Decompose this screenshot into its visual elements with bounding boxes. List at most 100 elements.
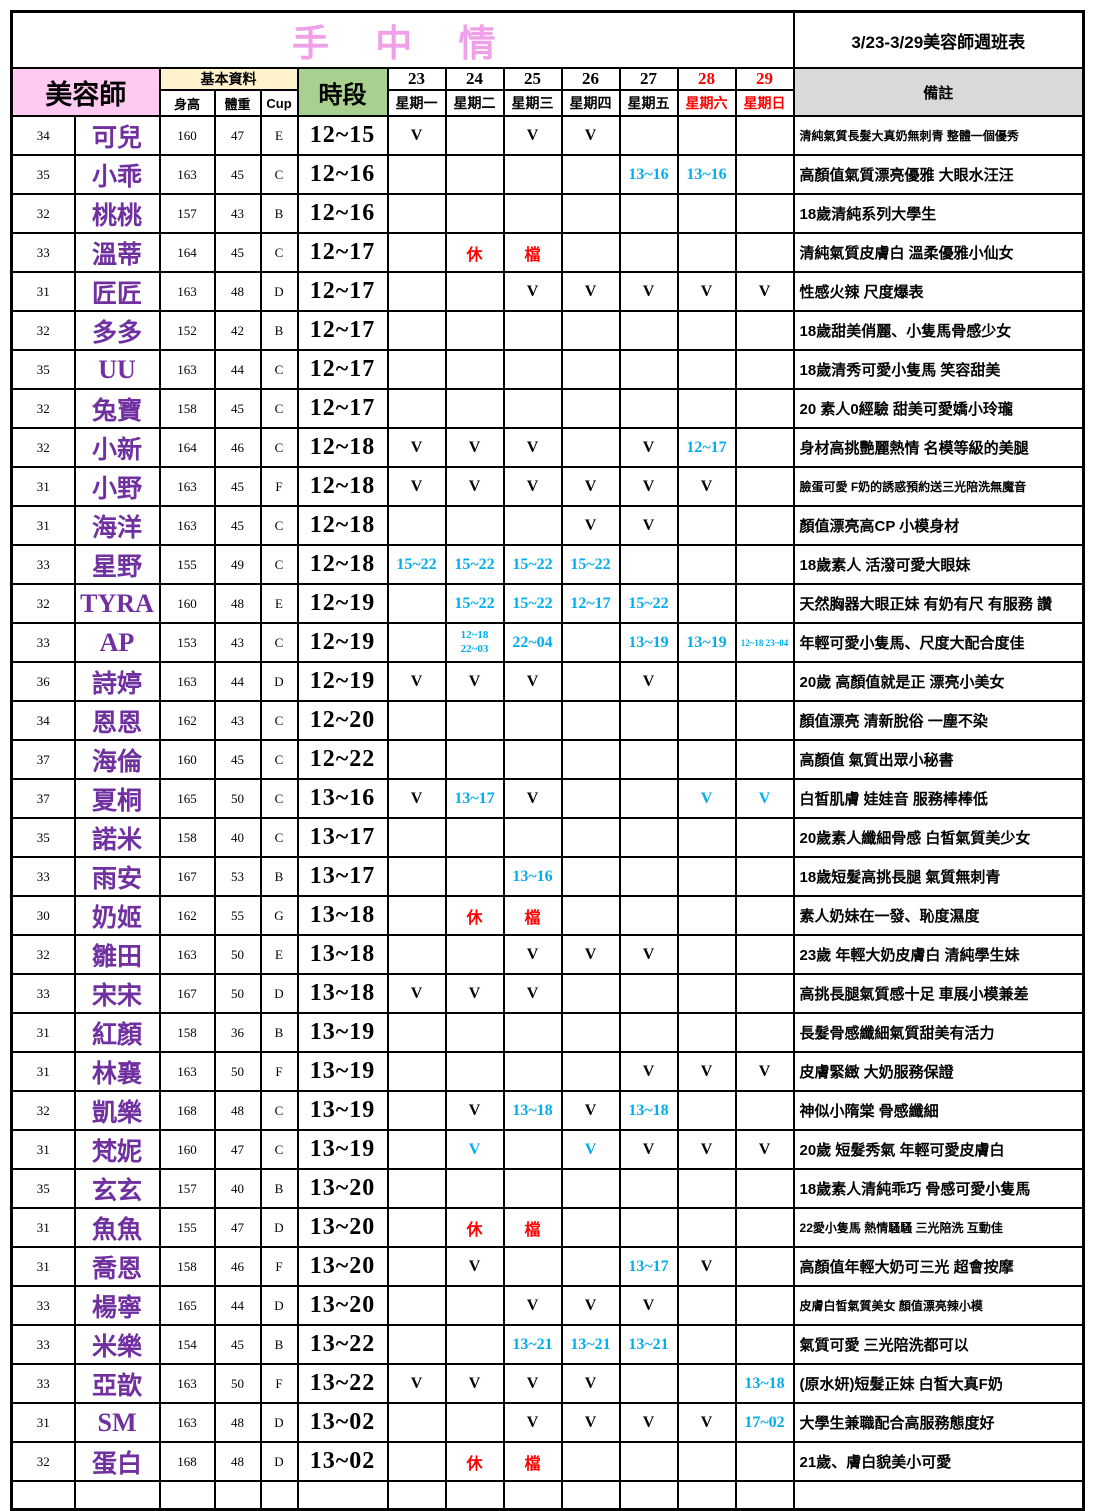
schedule-cell-day7 bbox=[734, 739, 795, 780]
weight-cell: 48 bbox=[213, 271, 262, 312]
col-header-remarks: 備註 bbox=[792, 67, 1085, 117]
schedule-cell-day7 bbox=[734, 973, 795, 1014]
schedule-cell-day5 bbox=[618, 1012, 679, 1053]
schedule-cell-day3: V bbox=[502, 466, 563, 507]
height-cell: 163 bbox=[158, 466, 216, 507]
empty-cell bbox=[560, 1480, 621, 1510]
table-row: 30 奶姬 162 55 G 13~18 休檔 素人奶妹在一發、恥度濕度 bbox=[10, 895, 1085, 936]
weight-cell: 50 bbox=[213, 1051, 262, 1092]
schedule-cell-day4 bbox=[560, 154, 621, 195]
schedule-cell-day6 bbox=[676, 1090, 737, 1131]
schedule-cell-day2 bbox=[444, 1285, 505, 1326]
cup-cell: C bbox=[259, 778, 299, 819]
schedule-cell-day5 bbox=[618, 388, 679, 429]
schedule-cell-day2: V bbox=[444, 973, 505, 1014]
schedule-cell-day4: V bbox=[560, 934, 621, 975]
height-cell: 163 bbox=[158, 1402, 216, 1443]
schedule-cell-day2 bbox=[444, 310, 505, 351]
schedule-cell-day6: V bbox=[676, 466, 737, 507]
col-header-basic-info: 基本資料 bbox=[158, 67, 299, 91]
schedule-cell-day6 bbox=[676, 1012, 737, 1053]
row-number-cell: 34 bbox=[10, 115, 76, 156]
height-cell: 157 bbox=[158, 1168, 216, 1209]
schedule-cell-day4 bbox=[560, 427, 621, 468]
weight-cell: 48 bbox=[213, 1441, 262, 1482]
schedule-cell-day7: V bbox=[734, 1129, 795, 1170]
schedule-cell-day1 bbox=[386, 856, 447, 897]
schedule-cell-day6 bbox=[676, 232, 737, 273]
name-cell: 魚魚 bbox=[73, 1207, 161, 1248]
weight-cell: 50 bbox=[213, 973, 262, 1014]
name-cell: 小新 bbox=[73, 427, 161, 468]
empty-cell bbox=[10, 1480, 76, 1510]
schedule-cell-day7 bbox=[734, 544, 795, 585]
schedule-cell-day1: V bbox=[386, 427, 447, 468]
col-header-weekday-sun: 星期日 bbox=[734, 89, 795, 117]
row-number-cell: 32 bbox=[10, 1441, 76, 1482]
schedule-cell-day3: 15~22 bbox=[502, 583, 563, 624]
schedule-cell-day7 bbox=[734, 310, 795, 351]
remark-cell: 高顏值年輕大奶可三光 超會按摩 bbox=[792, 1246, 1085, 1287]
time-slot-cell: 13~20 bbox=[296, 1207, 389, 1248]
row-number-cell: 32 bbox=[10, 193, 76, 234]
weight-cell: 47 bbox=[213, 115, 262, 156]
schedule-cell-day3 bbox=[502, 154, 563, 195]
height-cell: 164 bbox=[158, 232, 216, 273]
height-cell: 163 bbox=[158, 661, 216, 702]
time-slot-cell: 12~17 bbox=[296, 349, 389, 390]
time-slot-cell: 12~16 bbox=[296, 154, 389, 195]
schedule-cell-day4 bbox=[560, 193, 621, 234]
schedule-cell-day2 bbox=[444, 817, 505, 858]
schedule-cell-day2 bbox=[444, 1051, 505, 1092]
time-slot-cell: 12~17 bbox=[296, 232, 389, 273]
schedule-cell-day7 bbox=[734, 388, 795, 429]
schedule-cell-day5 bbox=[618, 973, 679, 1014]
weight-cell: 42 bbox=[213, 310, 262, 351]
schedule-cell-day5: V bbox=[618, 1285, 679, 1326]
row-number-cell: 33 bbox=[10, 1285, 76, 1326]
col-header-height: 身高 bbox=[158, 89, 216, 117]
schedule-cell-day1 bbox=[386, 1324, 447, 1365]
schedule-cell-day6 bbox=[676, 388, 737, 429]
cup-cell: E bbox=[259, 115, 299, 156]
schedule-cell-day1: V bbox=[386, 115, 447, 156]
table-row: 31 小野 163 45 F 12~18 V V V V V V 臉蛋可愛 F奶的誘惑預約送三光陪洗無魔… bbox=[10, 466, 1085, 507]
schedule-cell-day1 bbox=[386, 1051, 447, 1092]
schedule-cell-day6 bbox=[676, 349, 737, 390]
table-row: 32 雛田 163 50 E 13~18 V V V 23歲 年輕大奶皮膚白 清純學生妹 bbox=[10, 934, 1085, 975]
weight-cell: 43 bbox=[213, 193, 262, 234]
cup-cell: D bbox=[259, 271, 299, 312]
schedule-cell-day6: V bbox=[676, 1246, 737, 1287]
name-cell: 米樂 bbox=[73, 1324, 161, 1365]
height-cell: 168 bbox=[158, 1441, 216, 1482]
schedule-cell-day5 bbox=[618, 700, 679, 741]
name-cell: 雛田 bbox=[73, 934, 161, 975]
time-slot-cell: 13~20 bbox=[296, 1285, 389, 1326]
schedule-cell-day7 bbox=[734, 817, 795, 858]
table-row: 33 宋宋 167 50 D 13~18 V V V 高挑長腿氣質感十足 車展小模兼差 bbox=[10, 973, 1085, 1014]
schedule-cell-day4 bbox=[560, 661, 621, 702]
schedule-cell-day4 bbox=[560, 310, 621, 351]
schedule-cell-day7 bbox=[734, 232, 795, 273]
schedule-cell-day1 bbox=[386, 1441, 447, 1482]
schedule-cell-day6 bbox=[676, 505, 737, 546]
schedule-cell-day3 bbox=[502, 388, 563, 429]
row-number-cell: 31 bbox=[10, 1402, 76, 1443]
height-cell: 163 bbox=[158, 934, 216, 975]
col-header-weekday-sat: 星期六 bbox=[676, 89, 737, 117]
schedule-cell-day1 bbox=[386, 895, 447, 936]
row-number-cell: 32 bbox=[10, 934, 76, 975]
height-cell: 158 bbox=[158, 817, 216, 858]
schedule-cell-day1 bbox=[386, 700, 447, 741]
cup-cell: C bbox=[259, 739, 299, 780]
header-row-1: 美容師 基本資料 時段 23 24 25 26 27 28 29 備註 bbox=[10, 67, 1085, 117]
remark-cell: 長髮骨感纖細氣質甜美有活力 bbox=[792, 1012, 1085, 1053]
name-cell: 宋宋 bbox=[73, 973, 161, 1014]
schedule-cell-day3: 檔 bbox=[502, 232, 563, 273]
schedule-cell-day4 bbox=[560, 1051, 621, 1092]
schedule-cell-day1 bbox=[386, 1402, 447, 1443]
schedule-cell-day6 bbox=[676, 856, 737, 897]
cup-cell: C bbox=[259, 544, 299, 585]
height-cell: 163 bbox=[158, 1051, 216, 1092]
schedule-cell-day1 bbox=[386, 271, 447, 312]
